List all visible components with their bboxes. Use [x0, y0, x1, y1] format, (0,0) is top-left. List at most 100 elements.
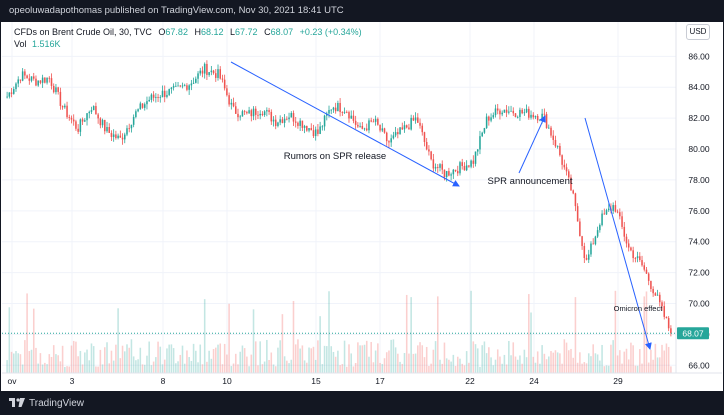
candle-body [565, 167, 568, 172]
volume-bar [343, 340, 346, 373]
candle-body [132, 116, 135, 125]
volume-bar [232, 363, 235, 373]
volume-bar [614, 290, 617, 373]
candle-body [501, 112, 503, 115]
volume-bar [652, 359, 654, 373]
candle-body [206, 63, 208, 75]
candle-body [363, 128, 366, 130]
candle-body [525, 108, 528, 113]
volume-bar [587, 353, 590, 373]
volume-bar [157, 341, 159, 373]
candle-body [288, 117, 290, 120]
volume-bar [312, 346, 315, 373]
candle-body [439, 164, 441, 168]
candle-body [46, 77, 48, 83]
volume-legend[interactable]: Vol 1.516K [14, 39, 61, 49]
candle-body [297, 122, 299, 126]
candle-body [106, 127, 108, 132]
candle-body [368, 120, 370, 131]
candle-body [330, 109, 333, 111]
volume-bar [579, 352, 581, 373]
volume-bar [192, 343, 195, 373]
candle-body [146, 101, 148, 105]
candle-body [234, 106, 237, 114]
volume-bar [470, 290, 472, 373]
candle-body [632, 250, 634, 259]
candle-body [112, 134, 115, 137]
candle-body [550, 127, 552, 136]
volume-bar [530, 312, 532, 373]
candle-body [530, 114, 532, 118]
candle-body [643, 265, 646, 270]
volume-bar [97, 366, 99, 373]
candle-body [354, 120, 357, 125]
volume-bar [612, 340, 614, 373]
volume-bar [616, 355, 619, 373]
volume-bar [35, 347, 37, 373]
candle-body [166, 94, 168, 97]
candle-body [519, 109, 521, 117]
candle-body [448, 171, 450, 176]
candle-body [456, 171, 459, 174]
candle-body [443, 169, 446, 178]
candle-body [155, 96, 157, 98]
candle-body [528, 108, 530, 118]
candle-body [581, 236, 583, 247]
volume-bar [583, 362, 586, 373]
candle-body [545, 114, 548, 129]
volume-bar [163, 359, 166, 373]
volume-bar [403, 353, 406, 373]
candle-body [399, 127, 401, 135]
volume-bar [201, 364, 204, 373]
volume-bar [567, 350, 570, 373]
volume-bar [274, 366, 277, 373]
volume-bar [374, 350, 377, 373]
volume-bar [59, 361, 62, 373]
candle-body [32, 76, 35, 79]
candle-body [570, 177, 572, 191]
volume-bar [339, 365, 341, 373]
candle-body [554, 139, 557, 147]
volume-bar [28, 351, 31, 373]
candle-body [523, 112, 526, 114]
tradingview-logo[interactable]: TradingView [9, 397, 84, 409]
volume-bar [450, 361, 452, 373]
candle-body [277, 122, 279, 126]
volume-bar [183, 363, 186, 373]
volume-bar [108, 363, 111, 373]
candle-body [272, 119, 275, 122]
candle-body [328, 110, 330, 114]
candle-body [52, 85, 55, 93]
volume-bar [168, 344, 170, 373]
x-tick-label: 24 [529, 376, 539, 386]
volume-bar [234, 353, 237, 373]
volume-bar [381, 363, 384, 373]
volume-bar [461, 363, 463, 373]
volume-bar [10, 351, 13, 373]
volume-bar [483, 341, 486, 373]
candle-body [625, 236, 628, 244]
volume-bar [101, 364, 104, 373]
symbol-legend[interactable]: CFDs on Brent Crude Oil, 30, TVC O67.82 … [14, 27, 362, 37]
volume-bar [226, 354, 228, 373]
volume-bar [19, 354, 22, 373]
volume-bar [123, 351, 126, 373]
volume-bar [26, 293, 28, 373]
volume-bar [476, 348, 479, 373]
volume-bar [425, 346, 428, 373]
volume-bar [379, 362, 381, 373]
volume-bar [456, 356, 459, 373]
currency-button[interactable]: USD [686, 24, 710, 40]
volume-bar [135, 360, 137, 373]
candle-body [623, 226, 626, 237]
volume-bar [24, 340, 26, 373]
annotation-text: SPR announcement [487, 176, 572, 187]
high-value: 68.12 [200, 27, 224, 37]
candle-body [281, 119, 284, 123]
candle-body [172, 85, 175, 88]
candle-body [350, 115, 352, 119]
volume-bar [634, 365, 637, 373]
candle-body [532, 114, 535, 118]
volume-bar [621, 363, 623, 373]
